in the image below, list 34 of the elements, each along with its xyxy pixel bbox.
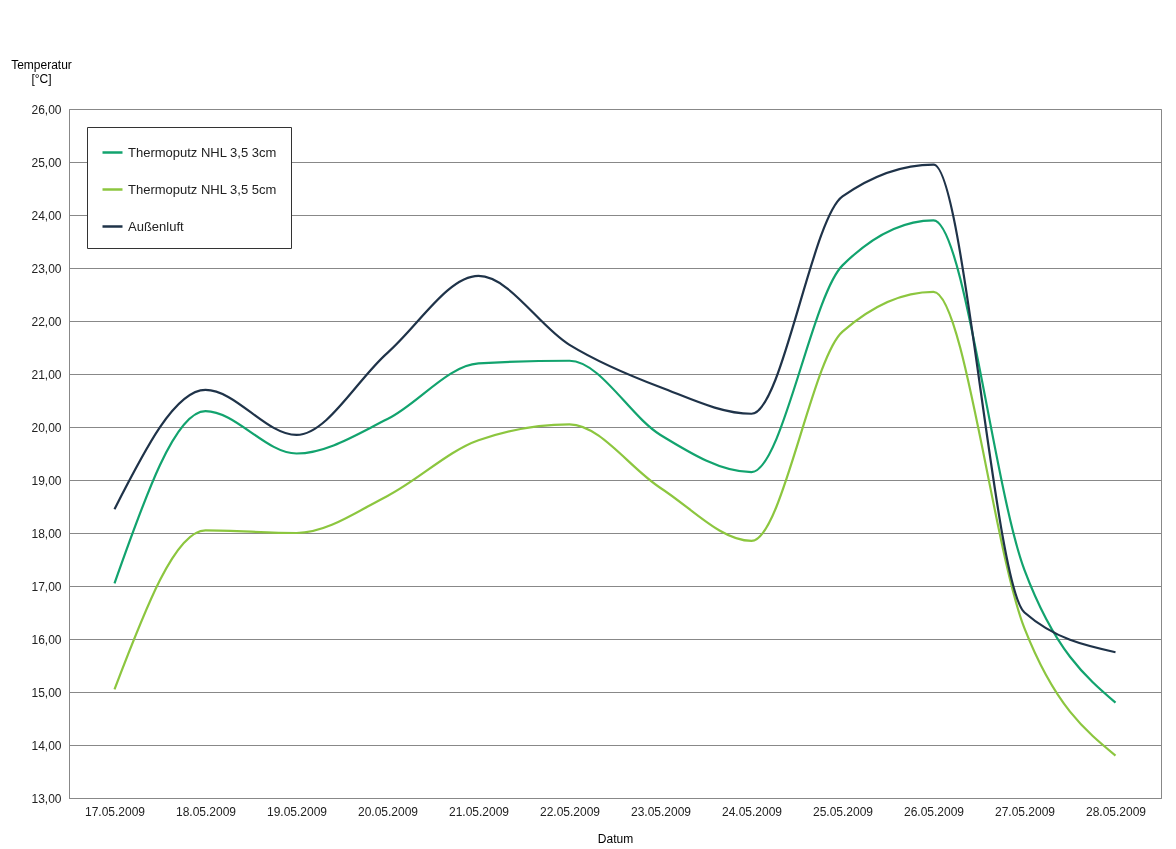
x-tick-label: 22.05.2009: [539, 804, 601, 819]
x-tick-label: 21.05.2009: [448, 804, 510, 819]
x-tick-label: 19.05.2009: [266, 804, 328, 819]
x-tick-label: 28.05.2009: [1085, 804, 1147, 819]
line-series: [113, 163, 1117, 654]
y-tick-label: 17,00: [31, 579, 62, 594]
y-tick-label: 18,00: [31, 526, 62, 541]
x-axis-title: Datum: [597, 831, 634, 846]
y-tick-label: 13,00: [31, 791, 62, 806]
y-tick-label: 19,00: [31, 473, 62, 488]
legend-label: Thermoputz NHL 3,5 5cm: [128, 181, 277, 197]
y-tick-label: 23,00: [31, 261, 62, 276]
y-tick-label: 15,00: [31, 685, 62, 700]
x-tick-label: 25.05.2009: [812, 804, 874, 819]
y-tick-label: 20,00: [31, 420, 62, 435]
x-tick-label: 17.05.2009: [84, 804, 146, 819]
line-series: [113, 290, 1117, 757]
y-axis-title: Temperatur [°C]: [11, 57, 72, 86]
y-tick-label: 22,00: [31, 314, 62, 329]
x-tick-label: 27.05.2009: [994, 804, 1056, 819]
y-tick-label: 14,00: [31, 738, 62, 753]
x-tick-label: 26.05.2009: [903, 804, 965, 819]
x-tick-label: 24.05.2009: [721, 804, 783, 819]
legend-label: Außenluft: [128, 218, 185, 234]
y-tick-label: 21,00: [31, 367, 62, 382]
x-tick-label: 20.05.2009: [357, 804, 419, 819]
y-tick-label: 26,00: [31, 102, 62, 117]
y-tick-label: 16,00: [31, 632, 62, 647]
y-tick-label: 24,00: [31, 208, 62, 223]
x-tick-label: 23.05.2009: [630, 804, 692, 819]
y-tick-label: 25,00: [31, 155, 62, 170]
x-tick-label: 18.05.2009: [175, 804, 237, 819]
legend-label: Thermoputz NHL 3,5 3cm: [128, 144, 277, 160]
line-series: [113, 219, 1117, 704]
